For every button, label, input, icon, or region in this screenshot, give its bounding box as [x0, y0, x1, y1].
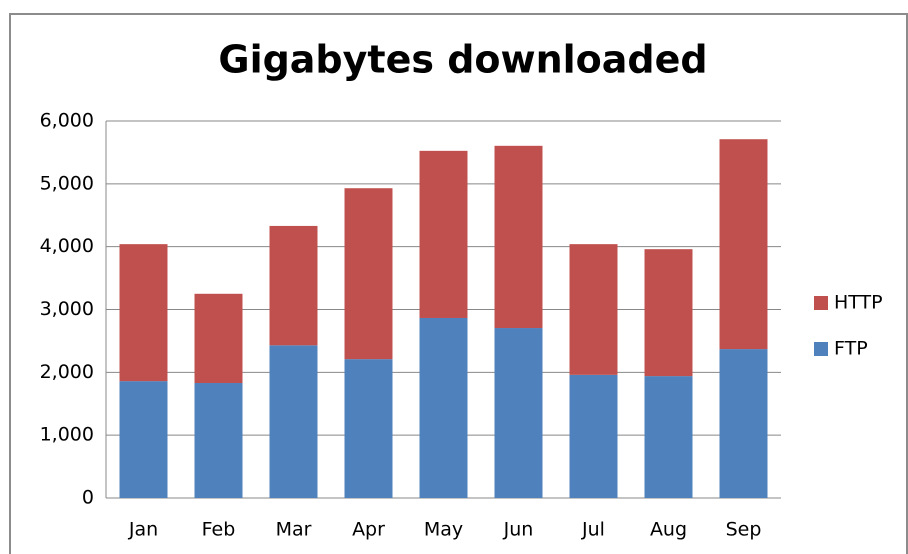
x-tick-label: May — [424, 519, 463, 541]
x-tick-label: Jun — [503, 519, 534, 541]
bar-segment — [719, 349, 768, 498]
bar-segment — [269, 225, 318, 346]
legend-label: HTTP — [834, 292, 883, 314]
bar-segment — [419, 317, 468, 498]
y-tick-label: 4,000 — [40, 235, 94, 257]
y-tick-label: 6,000 — [40, 110, 94, 132]
bar-segment — [644, 249, 693, 377]
x-tick-label: Mar — [276, 519, 312, 541]
bar-segment — [644, 376, 693, 498]
x-tick-label: Jan — [128, 519, 158, 541]
bar-segment — [719, 139, 768, 350]
bar-segment — [194, 293, 243, 384]
legend-swatch — [814, 296, 828, 310]
x-tick-label: Apr — [352, 519, 385, 541]
bar-segment — [119, 244, 168, 382]
bar-segment — [344, 359, 393, 498]
y-tick-label: 3,000 — [40, 298, 94, 320]
bar-segment — [494, 328, 543, 498]
x-tick-label: Aug — [650, 519, 687, 541]
bar-segment — [269, 345, 318, 498]
bar-segment — [494, 145, 543, 329]
y-tick-label: 1,000 — [40, 424, 94, 446]
bar-segment — [569, 244, 618, 375]
legend-label: FTP — [834, 338, 868, 360]
bar-segment — [419, 150, 468, 318]
bar-segment — [119, 381, 168, 498]
bar-segment — [569, 374, 618, 498]
y-tick-label: 0 — [82, 487, 94, 509]
bar-segment — [344, 188, 393, 360]
y-tick-label: 2,000 — [40, 361, 94, 383]
x-tick-label: Sep — [726, 519, 762, 541]
legend-swatch — [814, 342, 828, 356]
x-tick-label: Jul — [581, 519, 605, 541]
y-tick-label: 5,000 — [40, 172, 94, 194]
x-tick-label: Feb — [202, 519, 236, 541]
bar-segment — [194, 383, 243, 498]
chart-title: Gigabytes downloaded — [218, 38, 707, 82]
